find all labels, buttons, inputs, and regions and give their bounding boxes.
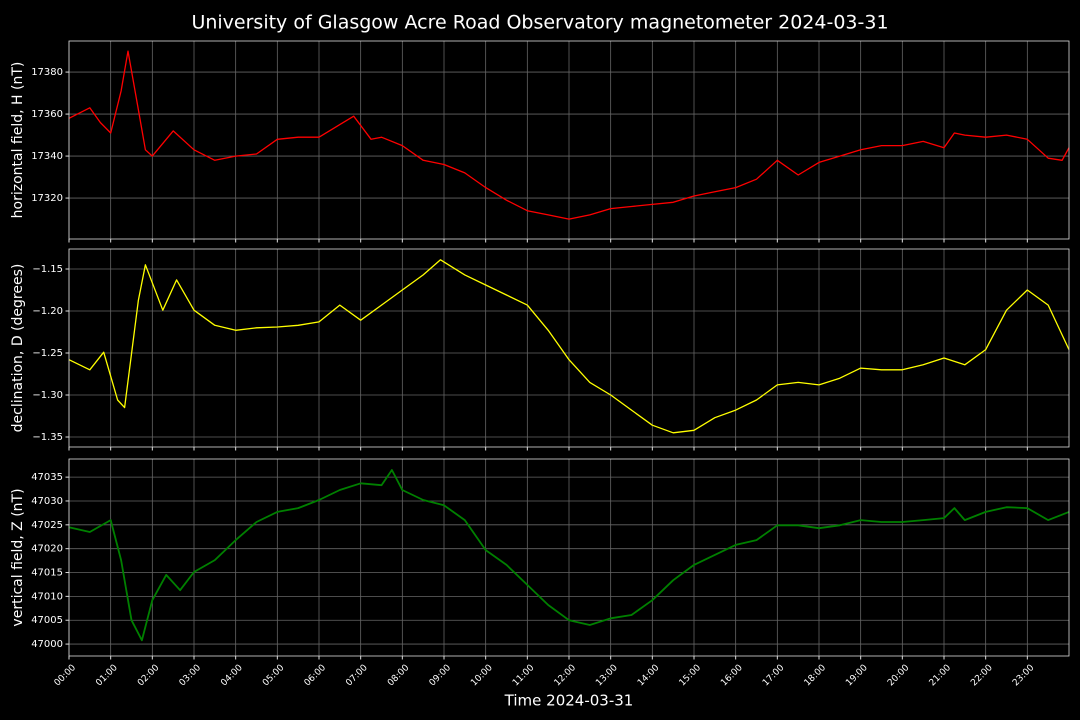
y-tick-label: 47015 bbox=[31, 568, 63, 579]
y-tick-label: 47035 bbox=[31, 472, 63, 483]
chart-title: University of Glasgow Acre Road Observat… bbox=[191, 12, 888, 34]
y-axis-label: horizontal field, H (nT) bbox=[10, 62, 26, 219]
y-tick-label: −1.15 bbox=[32, 264, 63, 275]
x-axis-label: Time 2024-03-31 bbox=[504, 692, 634, 710]
y-tick-label: 17360 bbox=[31, 109, 63, 120]
y-tick-label: 47005 bbox=[31, 615, 63, 626]
y-tick-label: 17340 bbox=[31, 151, 63, 162]
y-tick-label: −1.30 bbox=[32, 390, 63, 401]
y-tick-label: 17320 bbox=[31, 193, 63, 204]
data-line bbox=[68, 50, 1070, 220]
y-tick-label: 47030 bbox=[31, 496, 63, 507]
y-axis-label: declination, D (degrees) bbox=[10, 264, 26, 433]
y-tick-label: −1.35 bbox=[32, 432, 63, 443]
plot-frame bbox=[68, 458, 1070, 657]
y-tick-label: 47010 bbox=[31, 591, 63, 602]
y-tick-label: 17380 bbox=[31, 67, 63, 78]
data-line bbox=[68, 259, 1070, 434]
plot-frame bbox=[68, 248, 1070, 448]
y-tick-label: 47020 bbox=[31, 544, 63, 555]
y-tick-label: 47025 bbox=[31, 520, 63, 531]
data-line bbox=[68, 469, 1070, 642]
y-tick-label: 47000 bbox=[31, 639, 63, 650]
y-tick-label: −1.25 bbox=[32, 348, 63, 359]
y-tick-label: −1.20 bbox=[32, 306, 63, 317]
y-axis-label: vertical field, Z (nT) bbox=[10, 488, 26, 626]
plot-frame bbox=[68, 40, 1070, 240]
